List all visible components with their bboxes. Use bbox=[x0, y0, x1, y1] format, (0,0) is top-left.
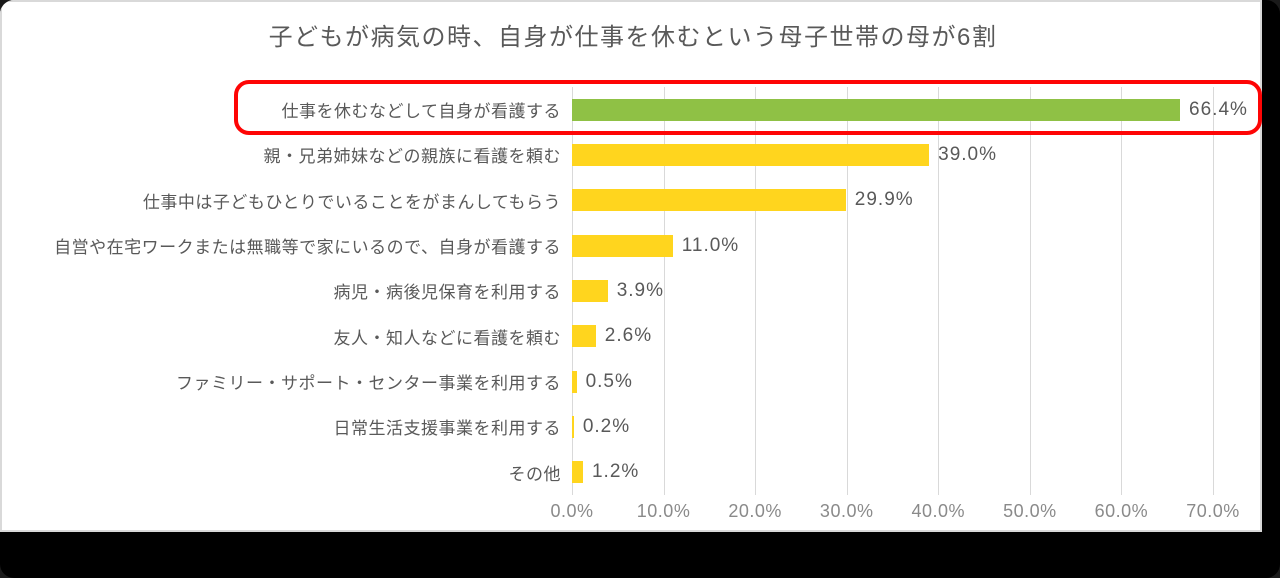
bar bbox=[572, 370, 577, 393]
bar-track: 1.2% bbox=[572, 461, 1264, 484]
bar-track: 0.5% bbox=[572, 370, 1264, 393]
bar-track: 0.2% bbox=[572, 415, 1264, 438]
category-label: 親・兄弟姉妹などの親族に看護を頼む bbox=[263, 147, 561, 167]
bar-track: 3.9% bbox=[572, 279, 1264, 302]
value-label: 29.9% bbox=[854, 189, 914, 211]
chart-row: 自営や在宅ワークまたは無職等で家にいるので、自身が看護する 11.0% bbox=[2, 223, 1264, 268]
bar-track: 39.0% bbox=[572, 143, 1264, 166]
category-label: 病児・病後児保育を利用する bbox=[333, 283, 561, 303]
bar bbox=[572, 98, 1181, 121]
chart-row: その他 1.2% bbox=[2, 450, 1264, 495]
category-label: 友人・知人などに看護を頼む bbox=[333, 328, 561, 348]
value-label: 0.2% bbox=[582, 415, 631, 437]
category-label: ファミリー・サポート・センター事業を利用する bbox=[176, 374, 561, 394]
bar bbox=[572, 234, 673, 257]
value-label: 11.0% bbox=[681, 234, 740, 256]
x-tick-label: 70.0% bbox=[1186, 501, 1240, 521]
bar bbox=[572, 461, 583, 484]
x-tick-label: 10.0% bbox=[636, 501, 691, 521]
gridline bbox=[938, 87, 940, 495]
gridline bbox=[1029, 87, 1031, 495]
x-tick-label: 0.0% bbox=[550, 501, 594, 521]
chart-row: 親・兄弟姉妹などの親族に看護を頼む 39.0% bbox=[2, 132, 1264, 177]
chart-title: 子どもが病気の時、自身が仕事を休むという母子世帯の母が6割 bbox=[268, 24, 998, 51]
bar bbox=[572, 189, 846, 212]
bar-rows: 仕事を休むなどして自身が看護する 66.4% 親・兄弟姉妹などの親族に看護を頼む 39… bbox=[2, 87, 1264, 495]
gridline bbox=[1213, 87, 1214, 495]
value-label: 0.5% bbox=[585, 370, 633, 392]
bar-track: 29.9% bbox=[572, 189, 1264, 212]
value-label: 66.4% bbox=[1189, 98, 1248, 120]
chart-row: 仕事中は子どもひとりでいることをがまんしてもらう 29.9% bbox=[2, 178, 1264, 223]
gridline bbox=[663, 87, 665, 495]
bar-track: 2.6% bbox=[572, 325, 1264, 348]
x-tick-label: 30.0% bbox=[819, 501, 874, 521]
bar bbox=[572, 279, 608, 302]
chart-row: 友人・知人などに看護を頼む 2.6% bbox=[2, 314, 1264, 359]
bar bbox=[572, 415, 574, 438]
gridline bbox=[846, 87, 848, 495]
x-tick-label: 20.0% bbox=[728, 501, 782, 521]
bar bbox=[572, 143, 930, 166]
value-label: 3.9% bbox=[616, 279, 665, 301]
category-label: 日常生活支援事業を利用する bbox=[333, 419, 561, 439]
chart-row: ファミリー・サポート・センター事業を利用する 0.5% bbox=[2, 359, 1264, 404]
category-label: 自営や在宅ワークまたは無職等で家にいるので、自身が看護する bbox=[54, 238, 561, 258]
chart-row: 仕事を休むなどして自身が看護する 66.4% bbox=[2, 87, 1264, 132]
bar bbox=[572, 325, 596, 348]
x-axis: 0.0% 10.0% 20.0% 30.0% 40.0% 50.0% 60.0% 70.0% bbox=[550, 501, 1239, 525]
bar-track: 66.4% bbox=[572, 98, 1264, 121]
category-label: 仕事を休むなどして自身が看護する bbox=[281, 102, 561, 122]
x-tick-label: 40.0% bbox=[911, 501, 966, 521]
gridline bbox=[1121, 87, 1123, 495]
chart-canvas: 子どもが病気の時、自身が仕事を休むという母子世帯の母が6割 仕事を休むなどして自… bbox=[0, 0, 1262, 532]
value-label: 2.6% bbox=[604, 325, 653, 347]
value-label: 39.0% bbox=[938, 143, 997, 165]
chart-row: 病児・病後児保育を利用する 3.9% bbox=[2, 268, 1264, 313]
bar-track: 11.0% bbox=[572, 234, 1264, 257]
value-label: 1.2% bbox=[591, 461, 640, 483]
x-tick-label: 50.0% bbox=[1003, 501, 1057, 521]
gridline bbox=[755, 87, 757, 495]
x-tick-label: 60.0% bbox=[1094, 501, 1149, 521]
category-label: その他 bbox=[508, 464, 561, 484]
chart-row: 日常生活支援事業を利用する 0.2% bbox=[2, 404, 1264, 449]
category-label: 仕事中は子どもひとりでいることをがまんしてもらう bbox=[142, 192, 561, 212]
